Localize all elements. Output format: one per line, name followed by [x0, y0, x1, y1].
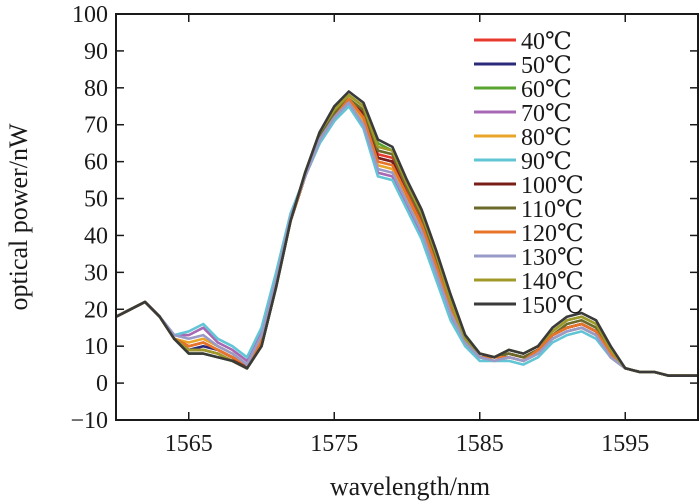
- legend-label: 130℃: [521, 245, 584, 271]
- x-tick-label: 1585: [456, 431, 504, 457]
- y-tick-label: 40: [84, 223, 108, 249]
- legend-label: 90℃: [521, 149, 572, 175]
- series-line-10: [116, 101, 698, 377]
- series-line-12: [116, 90, 698, 377]
- legend-label: 80℃: [521, 125, 572, 151]
- series-line-3: [116, 93, 698, 377]
- legend-label: 70℃: [521, 101, 572, 127]
- y-tick-label: 0: [96, 371, 108, 397]
- series-line-9: [116, 97, 698, 377]
- series-line-6: [116, 105, 698, 377]
- y-tick-label: −10: [70, 408, 108, 434]
- legend-label: 60℃: [521, 77, 572, 103]
- x-tick-label: 1565: [165, 431, 213, 457]
- legend-label: 40℃: [521, 29, 572, 55]
- series-line-11: [116, 93, 698, 377]
- legend-label: 150℃: [521, 293, 584, 319]
- y-tick-label: 100: [72, 2, 108, 28]
- y-tick-label: 50: [84, 187, 108, 213]
- series-layer: [116, 90, 698, 377]
- x-tick-label: 1575: [310, 431, 358, 457]
- y-axis-title: optical power/nW: [4, 123, 33, 310]
- y-tick-label: 30: [84, 260, 108, 286]
- x-tick-label: 1595: [601, 431, 649, 457]
- legend-label: 110℃: [521, 197, 583, 223]
- y-tick-label: 60: [84, 150, 108, 176]
- y-tick-label: 70: [84, 113, 108, 139]
- plot-frame: [115, 13, 699, 421]
- y-tick-label: 80: [84, 76, 108, 102]
- legend-label: 100℃: [521, 173, 584, 199]
- x-axis-title: wavelength/nm: [330, 472, 490, 501]
- legend-label: 120℃: [521, 221, 584, 247]
- y-tick-label: 10: [84, 334, 108, 360]
- legend: 40℃50℃60℃70℃80℃90℃100℃110℃120℃130℃140℃15…: [474, 29, 584, 319]
- legend-label: 140℃: [521, 269, 584, 295]
- ticks-layer: 1565 1575 1585 1595 −10 0 10 20 30 40 50 60 70 80 90 10…: [70, 2, 698, 457]
- y-tick-label: 20: [84, 297, 108, 323]
- legend-label: 50℃: [521, 53, 572, 79]
- y-tick-label: 90: [84, 39, 108, 65]
